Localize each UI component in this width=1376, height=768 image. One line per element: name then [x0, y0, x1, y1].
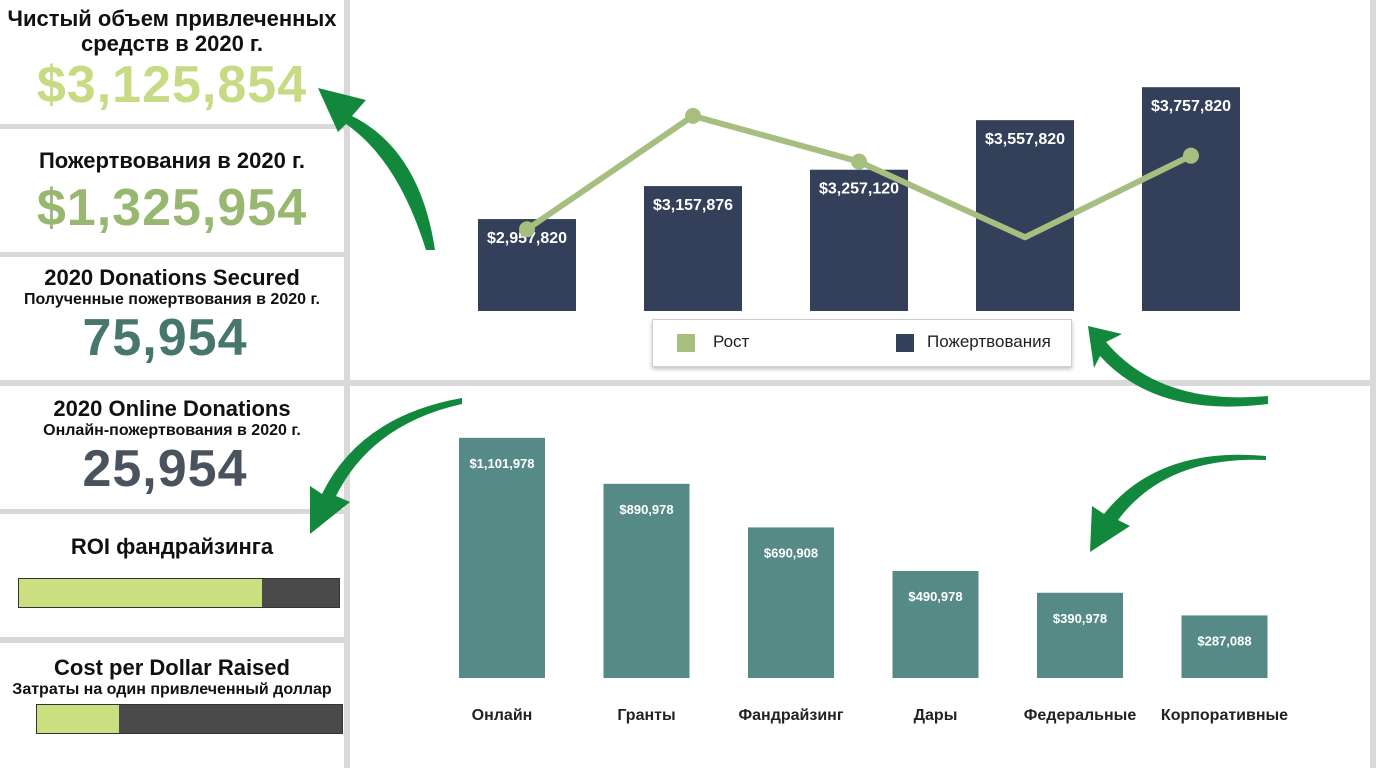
kpi-net-funds-title-line1: Чистый объем привлеченных: [7, 6, 337, 31]
growth-point: [519, 221, 535, 238]
source-bar: [603, 483, 690, 678]
source-bar: [1037, 592, 1123, 678]
donations-bar: [1142, 87, 1240, 311]
kpi-online-donations-value: 25,954: [82, 440, 248, 498]
chart-legend: Рост Пожертвования: [652, 319, 1072, 367]
donations-bar-label: $3,757,820: [1151, 98, 1231, 115]
donations-bar: [810, 169, 908, 311]
kpi-donations-value: $1,325,954: [36, 179, 308, 237]
kpi-cost-per-dollar-panel: Cost per Dollar Raised Затраты на один п…: [0, 643, 344, 768]
growth-point: [851, 153, 867, 170]
legend-swatch-growth: [677, 334, 695, 352]
kpi-donations-secured-panel: 2020 Donations Secured Полученные пожерт…: [0, 257, 344, 380]
source-bar-label: $390,978: [1053, 611, 1107, 626]
source-bar-label: $690,908: [764, 545, 818, 560]
donations-bar: [976, 120, 1074, 311]
donations-bar: [644, 186, 742, 311]
kpi-net-funds-title: Чистый объем привлеченных средств в 2020…: [0, 0, 344, 56]
kpi-roi-title: ROI фандрайзинга: [70, 534, 274, 559]
kpi-cost-per-dollar-subtitle: Затраты на один привлеченный доллар: [12, 681, 332, 698]
source-bar-label: $1,101,978: [469, 456, 534, 471]
source-category-label: Фандрайзинг: [739, 707, 844, 724]
roi-progress-fill: [19, 579, 263, 607]
cost-per-dollar-progress-bar: [36, 704, 343, 734]
source-bar-label: $490,978: [908, 589, 962, 604]
donations-bar-label: $3,557,820: [985, 131, 1065, 148]
source-bar: [1181, 615, 1268, 678]
source-category-label: Дары: [914, 707, 958, 724]
source-category-label: Онлайн: [472, 707, 533, 724]
source-bar: [892, 570, 979, 678]
source-bar-label: $890,978: [619, 502, 673, 517]
kpi-net-funds-value: $3,125,854: [36, 56, 308, 114]
kpi-net-funds-title-line2: средств в 2020 г.: [81, 31, 263, 56]
kpi-donations-secured-title: 2020 Donations Secured: [44, 265, 300, 290]
roi-progress-bar: [18, 578, 340, 608]
source-category-label: Гранты: [617, 707, 675, 724]
legend-swatch-donations: [896, 334, 914, 352]
source-bar: [459, 437, 545, 678]
donations-bar-label: $3,157,876: [653, 197, 733, 214]
arrow-icon: [1088, 326, 1268, 407]
arrow-icon: [318, 88, 435, 250]
donations-by-source-chart: $1,101,978 Онлайн $890,978 Гранты $690,908 Фа…: [459, 437, 1288, 724]
legend-label-donations: Пожертвования: [927, 332, 1051, 351]
kpi-online-donations-subtitle: Онлайн-пожертвования в 2020 г.: [43, 422, 301, 439]
growth-point: [685, 107, 701, 124]
legend-label-growth: Рост: [713, 332, 750, 351]
source-category-label: Федеральные: [1024, 707, 1137, 724]
source-bar-label: $287,088: [1197, 633, 1251, 648]
kpi-cost-per-dollar-title: Cost per Dollar Raised: [54, 655, 290, 680]
source-category-label: Корпоративные: [1161, 707, 1288, 724]
donations-bar-label: $2,957,820: [487, 230, 567, 247]
decorative-arrows: [310, 88, 1268, 552]
kpi-roi-panel: ROI фандрайзинга: [0, 514, 344, 637]
arrow-icon: [310, 398, 462, 534]
kpi-online-donations-panel: 2020 Online Donations Онлайн-пожертвован…: [0, 386, 344, 509]
donations-growth-chart: $2,957,820 $3,157,876 $3,257,120 $3,557,820…: [478, 87, 1240, 311]
kpi-online-donations-title: 2020 Online Donations: [53, 396, 291, 421]
source-bar: [748, 527, 834, 678]
kpi-donations-title: Пожертвования в 2020 г.: [38, 148, 306, 173]
growth-point: [1183, 147, 1199, 164]
arrow-icon: [1090, 454, 1266, 552]
kpi-donations-secured-subtitle: Полученные пожертвования в 2020 г.: [24, 291, 320, 308]
kpi-donations-panel: Пожертвования в 2020 г. $1,325,954: [0, 129, 344, 252]
cost-per-dollar-progress-fill: [37, 705, 120, 733]
kpi-donations-secured-value: 75,954: [82, 309, 248, 367]
kpi-net-funds-panel: Чистый объем привлеченных средств в 2020…: [0, 0, 344, 124]
donations-bar-label: $3,257,120: [819, 181, 899, 198]
